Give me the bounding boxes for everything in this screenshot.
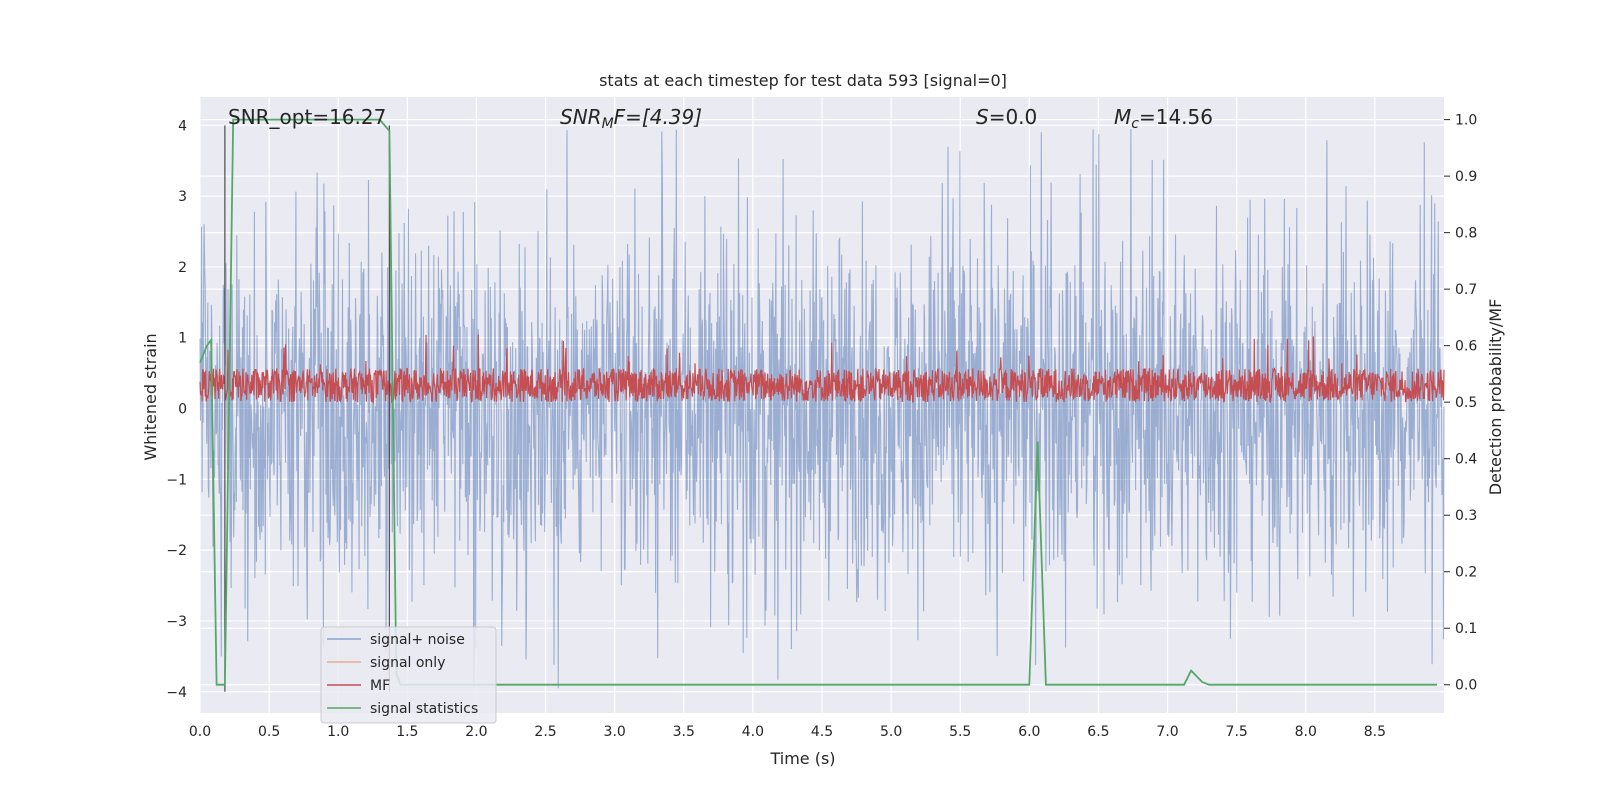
- y-tick-label: 2: [178, 260, 187, 276]
- legend-entry-mf: MF: [370, 678, 390, 694]
- annotation-mc-sub: c: [1131, 116, 1139, 132]
- legend-box: [320, 626, 497, 724]
- x-axis-title: Time (s): [769, 749, 835, 768]
- annotation-s: S=0.0: [976, 105, 1037, 129]
- y-right-tick-label: 0.0: [1455, 678, 1477, 694]
- x-tick-label: 3.0: [604, 724, 626, 740]
- legend: signal+ noise signal only MF signal stat…: [320, 626, 497, 724]
- x-tick-label: 8.0: [1295, 724, 1317, 740]
- x-tick-label: 3.5: [673, 724, 695, 740]
- y-axis-left: 4 3 2 1 0 −1 −2 −3 −4: [166, 118, 187, 700]
- annotation-s-value: =0.0: [989, 105, 1038, 129]
- annotation-snr-mf: SNRMF=[4.39]: [560, 105, 702, 132]
- x-tick-label: 2.0: [465, 724, 487, 740]
- y-right-tick-label: 0.3: [1455, 508, 1477, 524]
- annotation-snr-mf-sub: M: [602, 116, 614, 132]
- x-tick-label: 0.5: [258, 724, 280, 740]
- y-right-tick-label: 0.4: [1455, 452, 1477, 468]
- legend-entry-signal-noise: signal+ noise: [370, 632, 465, 648]
- legend-entry-signal-only: signal only: [370, 655, 445, 671]
- annotation-s-var: S: [976, 105, 989, 129]
- legend-entry-signal-statistics: signal statistics: [370, 701, 478, 717]
- y-right-tick-label: 0.1: [1455, 621, 1477, 637]
- x-tick-label: 6.0: [1018, 724, 1040, 740]
- annotation-mc-var: M: [1114, 105, 1131, 129]
- series-mf: [199, 334, 1445, 405]
- y-right-tick-label: 1.0: [1455, 113, 1477, 129]
- y-tick-label: −1: [166, 472, 187, 488]
- annotation-snr-mf-prefix: SNR: [560, 105, 602, 129]
- y-tick-label: 1: [178, 331, 187, 347]
- annotation-mc: Mc=14.56: [1114, 105, 1213, 132]
- y-axis-title: Whitened strain: [141, 333, 160, 460]
- x-tick-label: 4.0: [742, 724, 764, 740]
- x-tick-label: 2.5: [534, 724, 556, 740]
- chart-title: stats at each timestep for test data 593…: [599, 71, 1007, 90]
- x-tick-label: 6.5: [1087, 724, 1109, 740]
- y-right-tick-label: 0.2: [1455, 565, 1477, 581]
- y-tick-label: 0: [178, 402, 187, 418]
- x-tick-label: 1.0: [327, 724, 349, 740]
- series-signal-noise-line: [199, 128, 1445, 689]
- x-tick-label: 5.5: [949, 724, 971, 740]
- y-tick-label: 3: [178, 189, 187, 205]
- y-right-tick-label: 0.9: [1455, 169, 1477, 185]
- x-axis: 0.0 0.5 1.0 1.5 2.0 2.5 3.0 3.5 4.0 4.5 5.0 5.5 6.0 6…: [189, 724, 1386, 740]
- y-tick-label: −3: [166, 614, 187, 630]
- annotation-mc-value: =14.56: [1139, 105, 1213, 129]
- annotation-snr-opt: SNR_opt=16.27: [228, 105, 386, 129]
- vertical-markers: [224, 125, 390, 692]
- y-right-tick-label: 0.8: [1455, 226, 1477, 242]
- y-tick-label: 4: [178, 118, 187, 134]
- y-right-tick-label: 0.7: [1455, 282, 1477, 298]
- series-mf-line: [199, 334, 1445, 405]
- x-tick-label: 7.5: [1226, 724, 1248, 740]
- x-tick-label: 7.0: [1156, 724, 1178, 740]
- x-tick-label: 8.5: [1364, 724, 1386, 740]
- series-signal-noise: [199, 128, 1445, 689]
- x-tick-label: 5.0: [880, 724, 902, 740]
- y-tick-label: −2: [166, 543, 187, 559]
- y-right-tick-label: 0.5: [1455, 395, 1477, 411]
- x-tick-label: 0.0: [189, 724, 211, 740]
- y-right-tick-label: 0.6: [1455, 339, 1477, 355]
- y-axis-right-title: Detection probability/MF: [1486, 299, 1505, 496]
- x-tick-label: 4.5: [811, 724, 833, 740]
- y-axis-right: 1.0 0.9 0.8 0.7 0.6 0.5 0.4 0.3 0.2 0.1 0.0: [1444, 113, 1477, 694]
- annotation-snr-mf-suffix: F=[4.39]: [614, 105, 702, 129]
- x-tick-label: 1.5: [396, 724, 418, 740]
- y-tick-label: −4: [166, 685, 187, 701]
